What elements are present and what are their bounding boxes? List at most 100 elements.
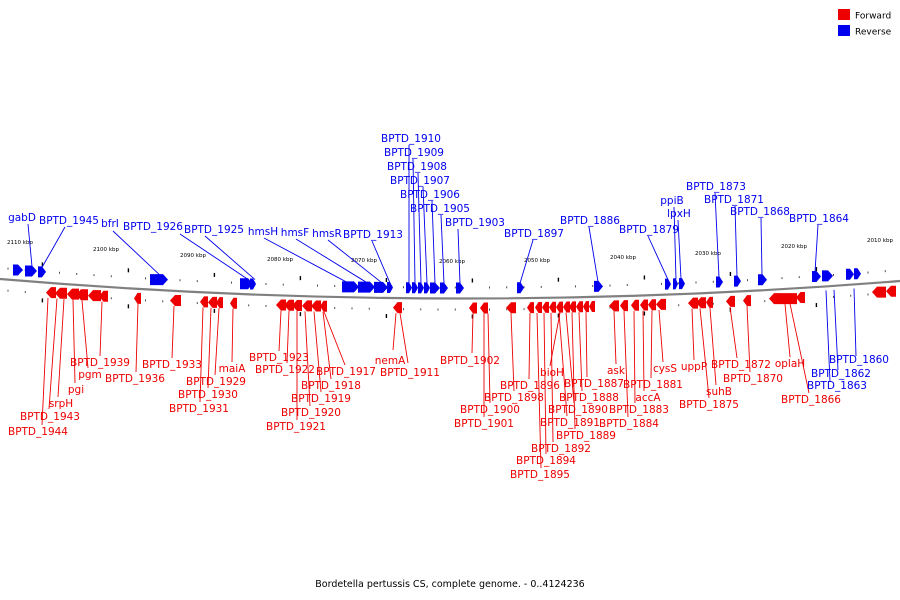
gene-label-bfri: bfrI (101, 218, 119, 230)
label-leaders (27, 145, 857, 469)
reverse-leader-line (327, 239, 383, 284)
forward-leader-line (135, 303, 139, 373)
gene-label-bptd-1881: BPTD_1881 (623, 379, 683, 391)
reverse-leader-line (295, 238, 368, 284)
reverse-gene-arrow (418, 282, 424, 294)
forward-gene-arrow (76, 289, 88, 301)
forward-gene-arrow (726, 295, 735, 307)
forward-gene-arrow (743, 295, 751, 307)
forward-leader-line (41, 297, 49, 426)
reverse-gene-arrow (150, 274, 168, 286)
reverse-gene-arrow (430, 282, 440, 294)
gene-label-bptd-1913: BPTD_1913 (343, 229, 403, 241)
forward-leader-line (550, 312, 554, 443)
forward-gene-arrow (216, 297, 223, 309)
gene-label-bptd-1873: BPTD_1873 (686, 181, 746, 193)
gene-label-bptd-1860: BPTD_1860 (829, 354, 889, 366)
forward-gene-arrow (55, 287, 67, 299)
forward-gene-arrow (88, 290, 101, 302)
gene-label-bptd-1909: BPTD_1909 (384, 147, 444, 159)
legend-forward-swatch (838, 9, 850, 20)
scale-tick-label: 2010 kbp (867, 238, 893, 244)
gene-label-bptd-1883: BPTD_1883 (609, 404, 669, 416)
gene-label-bptd-1897: BPTD_1897 (504, 228, 564, 240)
forward-gene-arrow (631, 299, 639, 311)
reverse-leader-line (112, 230, 161, 276)
gene-label-acca: accA (635, 392, 661, 404)
forward-gene-arrow (640, 299, 648, 311)
reverse-gene-arrow (673, 278, 678, 290)
forward-leader-line (528, 313, 531, 380)
gene-label-bptd-1870: BPTD_1870 (723, 373, 783, 385)
reverse-leader-line (371, 240, 391, 284)
forward-gene-arrow (535, 301, 542, 313)
forward-gene-arrow (872, 286, 886, 298)
gene-label-bptd-1887: BPTD_1887 (564, 378, 624, 390)
reverse-leader-line (814, 224, 819, 273)
reverse-gene-arrow (250, 278, 256, 290)
forward-gene-arrow (688, 297, 698, 309)
forward-gene-arrow (284, 299, 294, 311)
forward-leader-line (392, 313, 397, 351)
forward-leader-line (565, 312, 575, 404)
forward-gene-arrow (134, 292, 141, 304)
gene-label-bptd-1884: BPTD_1884 (599, 418, 659, 430)
gene-label-bptd-1943: BPTD_1943 (20, 411, 80, 423)
forward-leader-line (709, 307, 717, 386)
reverse-leader-line (422, 186, 428, 284)
forward-gene-arrow (796, 292, 805, 304)
gene-label-hmsh: hmsH (248, 226, 278, 238)
gene-label-hmsr: hmsR (312, 228, 342, 240)
gene-label-bptd-1926: BPTD_1926 (123, 221, 183, 233)
forward-leader-line (399, 313, 409, 364)
gene-label-bptd-1866: BPTD_1866 (781, 394, 841, 406)
forward-leader-line (99, 301, 103, 357)
forward-leader-line (543, 312, 547, 455)
forward-gene-arrow (230, 297, 237, 309)
forward-gene-arrow (569, 301, 576, 313)
gene-label-bptd-1939: BPTD_1939 (70, 357, 130, 369)
forward-leader-line (48, 298, 58, 410)
gene-label-bptd-1871: BPTD_1871 (704, 194, 764, 206)
gene-label-bptd-1862: BPTD_1862 (811, 368, 871, 380)
forward-leader-line (72, 299, 76, 384)
gene-label-bioh: bioH (540, 367, 564, 379)
forward-gene-arrow (886, 285, 896, 297)
forward-leader-line (207, 307, 212, 389)
reverse-gene-arrow (822, 270, 833, 282)
scale-tick-label: 2080 kbp (267, 257, 293, 263)
forward-gene-arrow (480, 302, 488, 314)
forward-gene-arrow (469, 302, 477, 314)
forward-leader-line (746, 306, 751, 373)
gene-label-bptd-1903: BPTD_1903 (445, 217, 505, 229)
forward-gene-arrow (556, 301, 563, 313)
gene-label-bptd-1906: BPTD_1906 (400, 189, 460, 201)
forward-gene-arrow (292, 300, 302, 312)
forward-gene-arrow (320, 300, 327, 312)
reverse-gene-arrow (665, 278, 671, 290)
gene-label-bptd-1898: BPTD_1898 (484, 392, 544, 404)
reverse-gene-arrow (846, 268, 854, 280)
reverse-gene-arrow (358, 281, 375, 293)
forward-gene-arrow (656, 298, 666, 310)
gene-label-bptd-1889: BPTD_1889 (556, 430, 616, 442)
gene-label-bptd-1892: BPTD_1892 (531, 443, 591, 455)
genome-backbone (0, 277, 900, 300)
gene-label-bptd-1863: BPTD_1863 (807, 380, 867, 392)
forward-leader-line (304, 311, 311, 407)
gene-label-bptd-1925: BPTD_1925 (184, 224, 244, 236)
forward-gene-arrow (99, 290, 108, 302)
reverse-gene-arrow (679, 278, 685, 290)
gene-label-pgi: pgi (68, 384, 84, 396)
reverse-gene-arrow (812, 271, 821, 283)
forward-gene-arrow (696, 297, 706, 309)
forward-leader-line (633, 310, 636, 404)
gene-label-bptd-1908: BPTD_1908 (387, 161, 447, 173)
gene-label-bptd-1888: BPTD_1888 (559, 392, 619, 404)
reverse-leader-line (734, 205, 738, 277)
gene-label-bptd-1896: BPTD_1896 (500, 380, 560, 392)
reverse-gene-arrow (716, 276, 723, 288)
gene-label-oplah: oplaH (775, 358, 805, 370)
reverse-gene-arrow (412, 282, 418, 294)
gene-label-bptd-1920: BPTD_1920 (281, 407, 341, 419)
